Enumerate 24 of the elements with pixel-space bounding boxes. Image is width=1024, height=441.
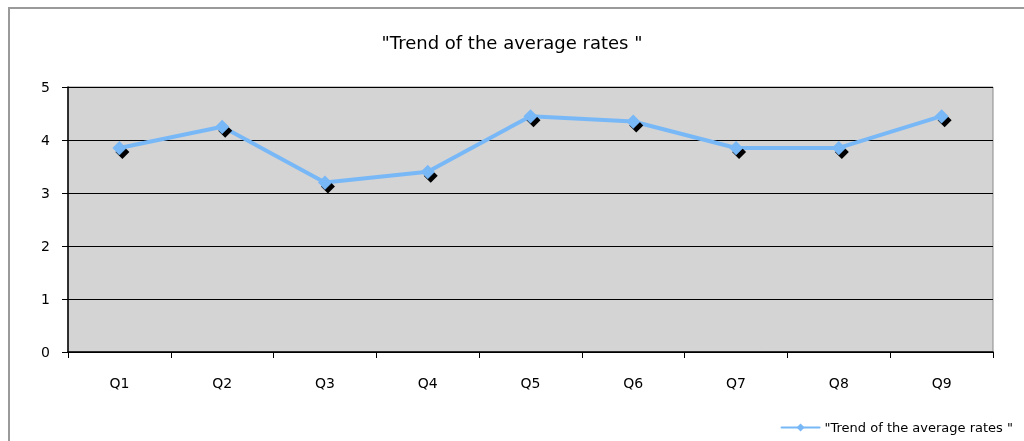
y-tick-label: 0	[41, 344, 50, 360]
y-tick-label: 3	[41, 185, 50, 201]
chart-title: "Trend of the average rates "	[381, 31, 643, 53]
point	[215, 119, 230, 134]
y-tick-label: 2	[41, 238, 50, 254]
point	[112, 140, 127, 155]
x-tick-label: Q6	[623, 375, 644, 391]
x-tick-label: Q7	[726, 375, 747, 391]
x-tick-label: Q2	[212, 375, 233, 391]
y-tick-label: 4	[41, 132, 51, 148]
y-tick-label: 5	[41, 79, 50, 95]
x-tick-label: Q1	[109, 375, 130, 391]
x-tick-label: Q8	[828, 375, 849, 391]
point	[317, 175, 332, 190]
y-tick-label: 1	[41, 291, 50, 307]
point	[523, 109, 538, 124]
point	[934, 109, 949, 124]
legend-label: "Trend of the average rates "	[824, 420, 1014, 435]
point	[420, 164, 435, 179]
x-tick-label: Q9	[931, 375, 952, 391]
x-tick-label: Q5	[520, 375, 541, 391]
x-tick-label: Q4	[417, 375, 438, 391]
point	[626, 114, 641, 129]
x-tick-label: Q3	[314, 375, 335, 391]
